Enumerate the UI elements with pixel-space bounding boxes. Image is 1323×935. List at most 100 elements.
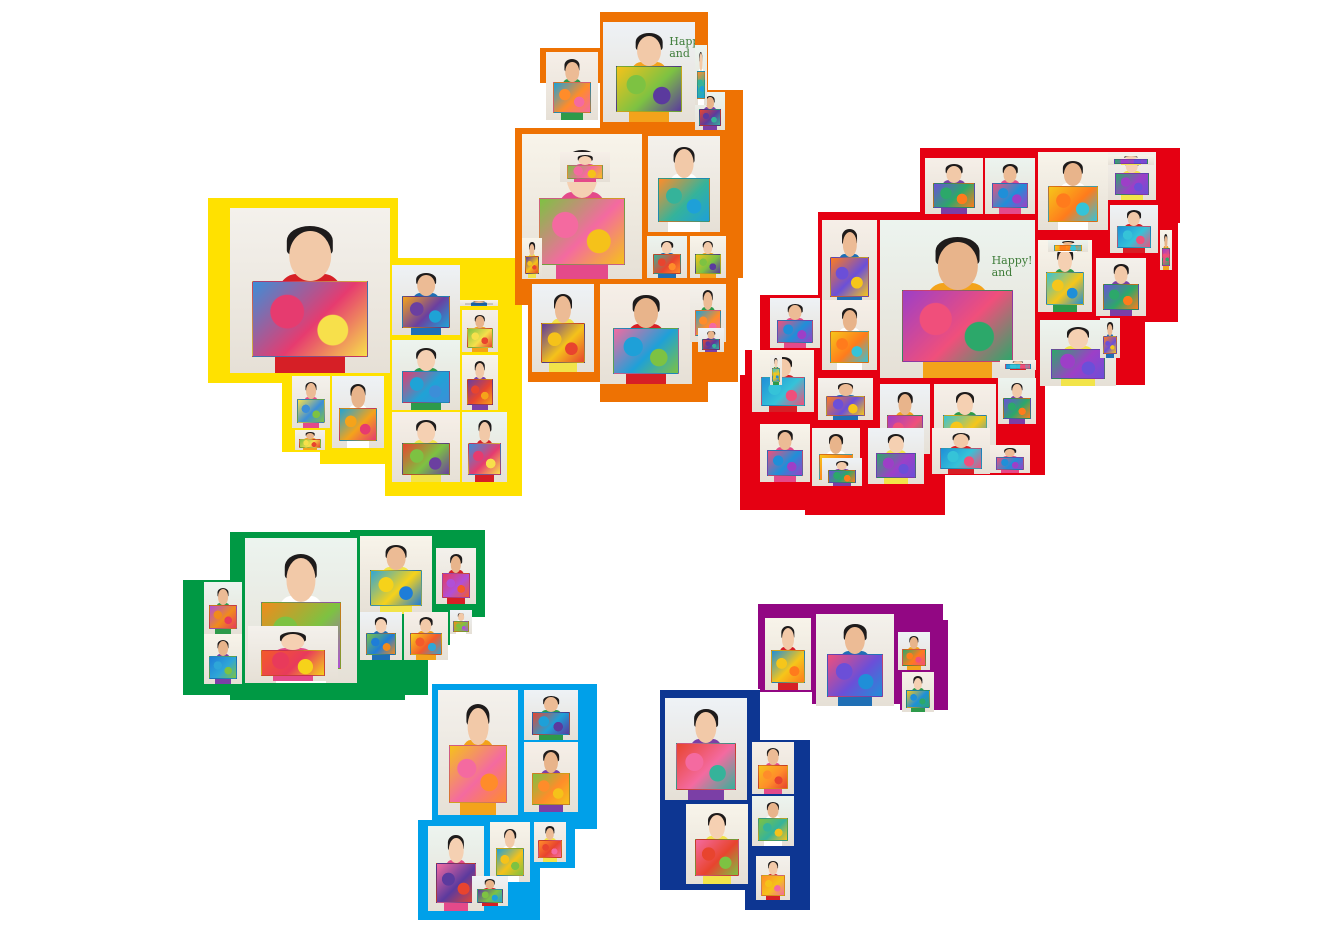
painting — [441, 572, 471, 599]
child-artwork-photo — [392, 412, 460, 482]
painting — [1116, 226, 1152, 249]
child-face — [1164, 235, 1168, 248]
child-artwork-photo — [756, 856, 790, 900]
child-face — [844, 626, 866, 655]
child-artwork-photo — [925, 158, 983, 214]
child-face — [836, 461, 848, 471]
child-artwork-photo — [600, 284, 692, 384]
painting — [567, 165, 603, 179]
painting — [1005, 364, 1031, 369]
painting — [538, 839, 562, 858]
painting — [1003, 398, 1031, 420]
child-artwork-photo — [690, 236, 726, 278]
painting — [767, 449, 803, 477]
wall-text: Happy!and — [669, 35, 695, 60]
child-face — [458, 613, 464, 621]
painting — [757, 818, 789, 841]
painting — [933, 182, 975, 209]
child-face — [699, 53, 703, 72]
painting — [940, 448, 982, 470]
painting — [696, 71, 706, 99]
child-artwork-photo — [648, 136, 720, 232]
child-face — [842, 231, 857, 258]
painting — [777, 320, 813, 343]
child-artwork-photo — [686, 804, 748, 884]
painting — [612, 328, 680, 374]
painting — [902, 648, 926, 667]
child-face — [634, 298, 658, 328]
painting — [339, 407, 377, 441]
painting — [1114, 173, 1150, 196]
child-artwork-photo — [985, 158, 1035, 214]
wall-text-line: Happy! — [669, 35, 695, 48]
painting — [553, 81, 591, 114]
child-face — [565, 61, 579, 82]
child-face — [767, 749, 779, 765]
child-face — [913, 677, 923, 690]
child-artwork-photo — [822, 458, 862, 486]
child-artwork-photo — [765, 618, 811, 690]
child-artwork-photo — [665, 698, 747, 800]
painting — [901, 289, 1014, 363]
child-artwork-photo: Happy!and — [603, 22, 695, 122]
painting — [825, 396, 866, 416]
painting — [701, 338, 721, 350]
painting — [1050, 349, 1106, 380]
child-face — [1107, 323, 1113, 336]
child-artwork-photo — [698, 328, 724, 352]
child-face — [1013, 361, 1023, 365]
child-face — [218, 589, 228, 605]
painting — [1045, 271, 1085, 305]
child-face — [1057, 250, 1073, 272]
painting — [829, 257, 870, 297]
painting — [524, 255, 540, 274]
child-artwork-photo — [204, 582, 242, 634]
painting — [699, 108, 721, 127]
painting — [531, 712, 571, 735]
child-face — [281, 633, 305, 651]
child-artwork-photo — [332, 376, 384, 448]
painting — [827, 470, 857, 484]
wall-text-line: Happy! — [991, 253, 1033, 267]
painting — [209, 656, 237, 679]
painting — [771, 649, 805, 683]
child-face — [485, 880, 495, 890]
child-artwork-photo — [752, 350, 814, 412]
child-artwork-photo — [438, 690, 518, 815]
child-artwork-photo — [524, 742, 578, 812]
child-face — [703, 241, 713, 255]
painting — [1102, 335, 1118, 354]
painting — [760, 377, 806, 406]
child-artwork-photo — [560, 152, 610, 182]
child-face — [909, 637, 919, 649]
painting — [1161, 247, 1171, 266]
painting — [435, 863, 477, 903]
child-artwork-photo — [248, 626, 338, 681]
child-artwork-photo — [360, 536, 432, 614]
child-face — [778, 432, 792, 450]
child-face — [1068, 329, 1088, 350]
child-artwork-photo — [1000, 360, 1036, 370]
child-face — [578, 156, 592, 166]
painting — [495, 848, 525, 876]
child-artwork-photo — [822, 300, 877, 370]
child-artwork-photo — [230, 208, 390, 373]
child-face — [1125, 156, 1137, 160]
child-artwork-photo — [524, 690, 578, 740]
painting — [540, 322, 586, 364]
child-artwork-photo — [770, 355, 782, 385]
child-face — [543, 751, 559, 773]
child-artwork-photo — [462, 412, 507, 482]
child-artwork-photo — [204, 634, 242, 684]
child-face — [1063, 162, 1083, 187]
child-artwork-photo: Happy!and — [880, 220, 1035, 378]
child-artwork-photo — [1110, 205, 1158, 253]
painting — [297, 398, 325, 423]
painting — [992, 182, 1028, 209]
painting — [467, 328, 493, 348]
child-face — [474, 300, 484, 303]
child-artwork-photo — [752, 796, 794, 846]
painting — [209, 604, 237, 629]
painting — [260, 650, 326, 676]
child-artwork-photo — [695, 45, 707, 105]
